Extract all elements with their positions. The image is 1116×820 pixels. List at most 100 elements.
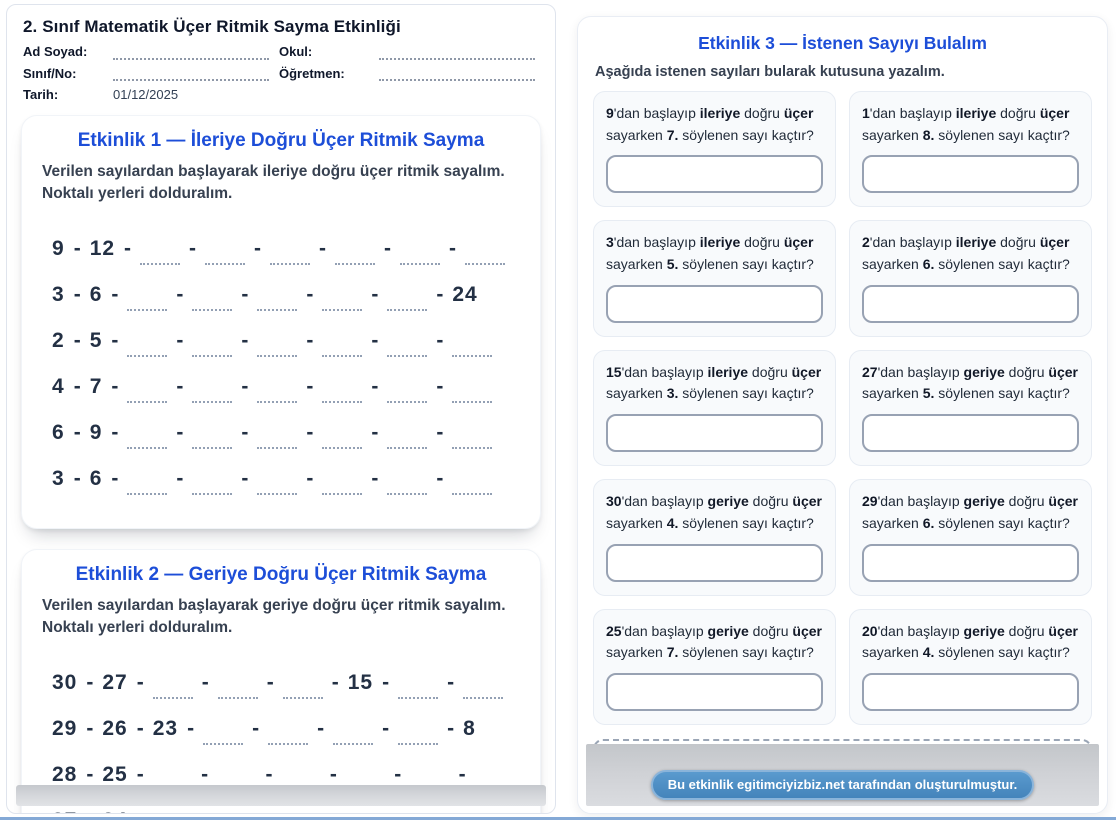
answer-box[interactable] xyxy=(862,155,1079,194)
answer-blank[interactable] xyxy=(322,301,363,311)
dash-separator: - xyxy=(306,466,314,490)
dash-separator: - xyxy=(201,810,208,813)
answer-box[interactable] xyxy=(606,414,823,453)
worksheet-right-page: Etkinlik 3 — İstenen Sayıyı Bulalım Aşağ… xyxy=(577,16,1108,814)
answer-blank[interactable] xyxy=(257,439,298,449)
answer-blank[interactable] xyxy=(192,439,233,449)
answer-blank[interactable] xyxy=(465,255,506,265)
answer-box[interactable] xyxy=(862,414,1079,453)
answer-blank[interactable] xyxy=(127,301,168,311)
answer-box[interactable] xyxy=(606,672,823,711)
answer-box[interactable] xyxy=(606,284,823,323)
dash-separator: - xyxy=(73,328,81,352)
answer-blank[interactable] xyxy=(268,735,309,745)
question-emphasis: ileriye xyxy=(699,105,741,121)
answer-blank[interactable] xyxy=(322,485,363,495)
answer-blank[interactable] xyxy=(282,689,323,699)
page-bottom-edge xyxy=(0,817,1116,820)
answer-blank[interactable] xyxy=(387,485,428,495)
activity1-description: Verilen sayılardan başlayarak ileriye do… xyxy=(42,162,505,202)
dash-separator: - xyxy=(241,328,249,352)
answer-blank[interactable] xyxy=(400,255,441,265)
sequence-number: 29 xyxy=(52,716,78,740)
answer-blank[interactable] xyxy=(140,255,181,265)
answer-blank[interactable] xyxy=(322,439,363,449)
answer-blank[interactable] xyxy=(452,485,493,495)
dash-separator: - xyxy=(73,236,81,260)
answer-blank[interactable] xyxy=(335,255,376,265)
sequence-row: 3-6------ xyxy=(52,466,514,495)
answer-blank[interactable] xyxy=(127,485,168,495)
dash-separator: - xyxy=(254,236,262,260)
question-emphasis: 25 xyxy=(606,622,622,639)
sequence-row: 4-7------ xyxy=(52,374,514,403)
dash-separator: - xyxy=(371,374,379,398)
answer-blank[interactable] xyxy=(217,689,258,699)
answer-blank[interactable] xyxy=(452,393,493,403)
answer-blank[interactable] xyxy=(333,735,374,745)
answer-box[interactable] xyxy=(606,543,823,582)
school-fill-line[interactable] xyxy=(379,47,535,60)
question-text: 25'dan başlayıp geriye doğru üçer sayark… xyxy=(606,622,822,661)
answer-blank[interactable] xyxy=(387,301,428,311)
answer-box[interactable] xyxy=(606,155,823,194)
activity1-card: Etkinlik 1 — İleriye Doğru Üçer Ritmik S… xyxy=(21,114,541,529)
answer-blank[interactable] xyxy=(387,393,428,403)
answer-blank[interactable] xyxy=(398,735,439,745)
question-emphasis: 15 xyxy=(606,363,622,380)
answer-blank[interactable] xyxy=(257,393,298,403)
dash-separator: - xyxy=(436,466,444,490)
answer-blank[interactable] xyxy=(387,347,428,357)
sequence-number: 3 xyxy=(52,466,65,490)
dash-separator: - xyxy=(436,374,444,398)
dash-separator: - xyxy=(329,762,337,786)
dash-separator: - xyxy=(265,810,272,813)
sequence-number: 7 xyxy=(89,374,103,398)
answer-blank[interactable] xyxy=(152,689,193,699)
answer-blank[interactable] xyxy=(203,735,244,745)
answer-blank[interactable] xyxy=(192,485,233,495)
answer-blank[interactable] xyxy=(398,689,439,699)
answer-blank[interactable] xyxy=(127,393,168,403)
dash-separator: - xyxy=(266,670,274,694)
class-fill-line[interactable] xyxy=(113,68,269,82)
name-fill-line[interactable] xyxy=(113,47,269,60)
answer-box[interactable] xyxy=(862,543,1079,582)
sequence-number: 4 xyxy=(52,374,65,398)
dash-separator: - xyxy=(73,374,81,398)
dash-separator: - xyxy=(458,762,466,786)
answer-blank[interactable] xyxy=(127,439,168,449)
dash-separator: - xyxy=(371,420,379,444)
dash-separator: - xyxy=(201,670,209,694)
answer-blank[interactable] xyxy=(322,393,363,403)
sequence-number: 6 xyxy=(89,466,103,490)
answer-blank[interactable] xyxy=(127,347,168,357)
answer-blank[interactable] xyxy=(257,347,298,357)
answer-blank[interactable] xyxy=(192,347,233,357)
worksheet-header: 2. Sınıf Matematik Üçer Ritmik Sayma Etk… xyxy=(7,13,555,105)
sequence-number: 26 xyxy=(102,716,128,740)
answer-blank[interactable] xyxy=(205,255,246,265)
teacher-fill-line[interactable] xyxy=(379,68,535,82)
answer-blank[interactable] xyxy=(322,347,363,357)
answer-blank[interactable] xyxy=(387,439,428,449)
question-emphasis: 4. xyxy=(666,514,679,531)
question-emphasis: 20 xyxy=(862,622,878,639)
answer-blank[interactable] xyxy=(463,689,504,699)
question-emphasis: ileriye xyxy=(955,234,997,251)
answer-blank[interactable] xyxy=(192,393,233,403)
sequence-number: 2 xyxy=(52,328,65,352)
question-emphasis: üçer xyxy=(792,493,822,510)
answer-blank[interactable] xyxy=(452,439,493,449)
answer-box[interactable] xyxy=(862,672,1079,711)
answer-blank[interactable] xyxy=(192,301,233,311)
dash-separator: - xyxy=(176,374,184,398)
answer-blank[interactable] xyxy=(270,255,311,265)
answer-box[interactable] xyxy=(862,284,1079,323)
answer-blank[interactable] xyxy=(452,347,493,357)
question-card: 2'dan başlayıp ileriye doğru üçer sayark… xyxy=(849,220,1092,337)
question-emphasis: üçer xyxy=(1039,105,1070,121)
answer-blank[interactable] xyxy=(257,301,298,311)
answer-blank[interactable] xyxy=(257,485,298,495)
question-emphasis: üçer xyxy=(1048,622,1078,639)
